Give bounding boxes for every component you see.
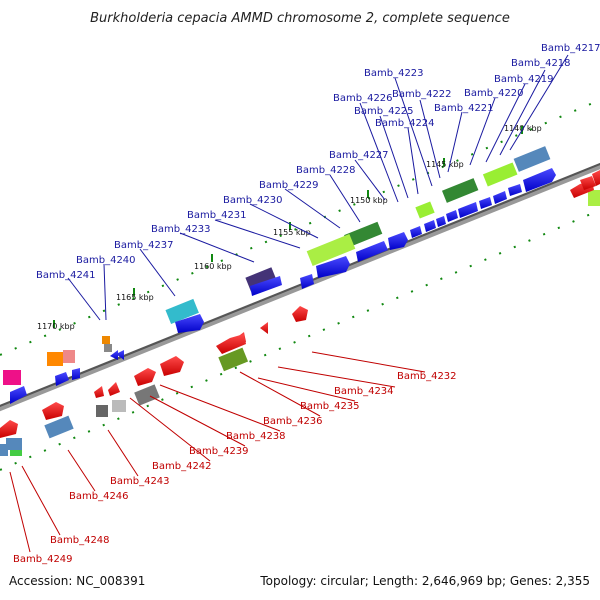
gene-label: Bamb_4248 [50,535,110,546]
gene-label: Bamb_4243 [110,476,170,487]
topology-summary: Topology: circular; Length: 2,646,969 bp… [259,574,590,588]
gene-label: Bamb_4241 [36,270,96,281]
gene-label: Bamb_4223 [364,68,424,79]
gene-label: Bamb_4234 [334,386,394,397]
gene-label: Bamb_4226 [333,93,393,104]
tick-label: 1170 kbp [37,322,75,331]
reverse-features [0,190,600,456]
feature-block [441,178,479,203]
gene-label: Bamb_4235 [300,401,360,412]
feature-block [6,438,22,450]
gene-label: Bamb_4229 [259,180,319,191]
tick-label: 1165 kbp [116,293,154,302]
gene-label: Bamb_4236 [263,416,323,427]
bottom-leaders [9,351,426,553]
feature-block [165,298,199,325]
tick-label: 1145 kbp [426,160,464,169]
feature-block [588,190,600,206]
ticks: 1140 kbp 1145 kbp 1150 kbp 1155 kbp 1160… [37,124,542,331]
bottom-labels: Bamb_4232 Bamb_4234 Bamb_4235 Bamb_4236 … [13,371,457,565]
gene-label: Bamb_4237 [114,240,174,251]
gene-label: Bamb_4233 [151,224,211,235]
gene-label: Bamb_4220 [464,88,524,99]
feature-block [10,450,22,456]
forward-arrows [10,168,556,404]
reverse-arrows [0,170,600,438]
gene-label: Bamb_4218 [511,58,571,69]
feature-block [218,347,249,372]
gene-label: Bamb_4224 [375,118,435,129]
feature-block [482,162,518,187]
feature-block [102,336,110,344]
gene-label: Bamb_4231 [187,210,247,221]
feature-block [47,352,63,366]
gene-label: Bamb_4228 [296,165,356,176]
feature-block [513,146,551,172]
feature-block [104,344,112,352]
tick-label: 1155 kbp [273,228,311,237]
gene-label: Bamb_4232 [397,371,457,382]
gene-label: Bamb_4219 [494,74,554,85]
gene-label: Bamb_4230 [223,195,283,206]
feature-block [0,444,8,456]
feature-block [134,384,160,406]
track-guides [0,99,600,471]
gene-label: Bamb_4225 [354,106,414,117]
feature-block [306,233,356,267]
gene-label: Bamb_4249 [13,554,73,565]
accession-text: Accession: NC_008391 [9,574,145,588]
top-labels: Bamb_4217 Bamb_4218 Bamb_4219 Bamb_4220 … [36,43,600,281]
gene-label: Bamb_4222 [392,89,452,100]
gene-label: Bamb_4227 [329,150,389,161]
feature-block [3,370,21,385]
gene-label: Bamb_4239 [189,446,249,457]
tick-label: 1160 kbp [194,262,232,271]
map-title: Burkholderia cepacia AMMD chromosome 2, … [90,11,510,26]
feature-block [63,350,75,363]
feature-block [112,400,126,412]
gene-label: Bamb_4240 [76,255,136,266]
feature-block [415,201,435,219]
feature-block [344,221,383,248]
gene-label: Bamb_4217 [541,43,600,54]
feature-block [44,415,74,439]
gene-label: Bamb_4242 [152,461,212,472]
gene-label: Bamb_4221 [434,103,494,114]
gene-label: Bamb_4238 [226,431,286,442]
forward-features [3,146,551,385]
gene-label: Bamb_4246 [69,491,129,502]
feature-block [96,405,108,417]
tick-label: 1150 kbp [350,196,388,205]
top-leaders [67,54,569,321]
